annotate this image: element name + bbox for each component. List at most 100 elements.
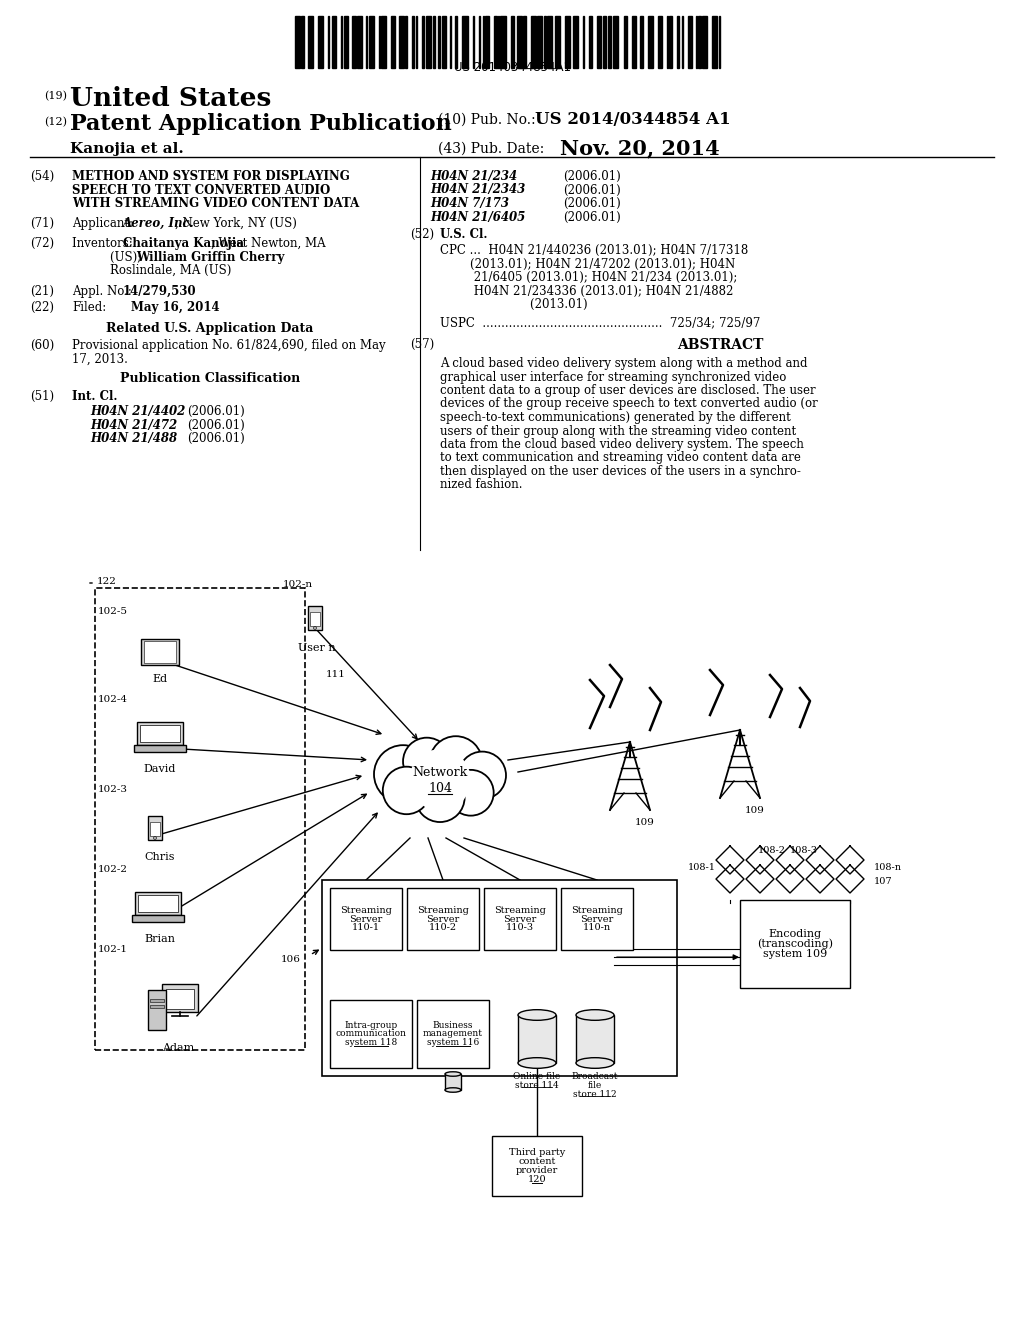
- Bar: [301, 16, 304, 69]
- Text: users of their group along with the streaming video content: users of their group along with the stre…: [440, 425, 796, 437]
- Text: Encoding: Encoding: [768, 929, 821, 940]
- Text: Filed:: Filed:: [72, 301, 106, 314]
- Bar: [133, 744, 186, 752]
- Text: US 2014/0344854 A1: US 2014/0344854 A1: [535, 111, 731, 128]
- Text: WITH STREAMING VIDEO CONTENT DATA: WITH STREAMING VIDEO CONTENT DATA: [72, 197, 359, 210]
- Text: Chaitanya Kanojia: Chaitanya Kanojia: [123, 238, 244, 249]
- Text: Brian: Brian: [144, 935, 175, 944]
- Bar: [613, 16, 618, 69]
- Bar: [702, 16, 708, 69]
- Bar: [144, 642, 176, 663]
- Bar: [148, 990, 166, 1030]
- Text: data from the cloud based video delivery system. The speech: data from the cloud based video delivery…: [440, 438, 804, 451]
- Text: H04N 21/4402: H04N 21/4402: [90, 405, 185, 418]
- Text: (2006.01): (2006.01): [187, 418, 245, 432]
- Bar: [344, 16, 348, 69]
- Bar: [517, 16, 522, 69]
- Text: H04N 21/6405: H04N 21/6405: [430, 210, 525, 223]
- Bar: [330, 888, 402, 950]
- Circle shape: [154, 837, 157, 840]
- Text: Int. Cl.: Int. Cl.: [72, 389, 118, 403]
- Text: Related U.S. Application Data: Related U.S. Application Data: [106, 322, 313, 335]
- Text: Applicant:: Applicant:: [72, 216, 137, 230]
- Bar: [640, 16, 642, 69]
- Bar: [485, 16, 489, 69]
- Bar: [492, 1137, 582, 1196]
- Text: Appl. No.:: Appl. No.:: [72, 285, 135, 298]
- Bar: [575, 1015, 614, 1063]
- Text: graphical user interface for streaming synchronized video: graphical user interface for streaming s…: [440, 371, 786, 384]
- Text: system 118: system 118: [345, 1038, 397, 1047]
- Bar: [322, 880, 677, 1076]
- Text: (transcoding): (transcoding): [757, 939, 833, 949]
- Bar: [135, 892, 181, 915]
- Text: Network: Network: [413, 766, 468, 779]
- Text: (19): (19): [44, 91, 67, 102]
- Bar: [479, 16, 480, 69]
- Text: Broadcast: Broadcast: [571, 1072, 618, 1081]
- Text: (21): (21): [30, 285, 54, 298]
- Text: 102-4: 102-4: [98, 696, 128, 704]
- Bar: [438, 16, 439, 69]
- Ellipse shape: [445, 1088, 461, 1092]
- Bar: [624, 16, 628, 69]
- Text: (71): (71): [30, 216, 54, 230]
- Bar: [682, 16, 683, 69]
- Bar: [307, 16, 312, 69]
- Text: 108-n: 108-n: [874, 863, 902, 873]
- Bar: [482, 16, 484, 69]
- Bar: [341, 16, 342, 69]
- Text: 109: 109: [635, 818, 655, 828]
- Text: 17, 2013.: 17, 2013.: [72, 352, 128, 366]
- Text: (2006.01): (2006.01): [187, 405, 245, 418]
- Bar: [445, 1074, 461, 1090]
- Bar: [150, 1005, 164, 1008]
- Text: 21/6405 (2013.01); H04N 21/234 (2013.01);: 21/6405 (2013.01); H04N 21/234 (2013.01)…: [440, 271, 737, 284]
- Bar: [310, 612, 319, 626]
- Text: Online file: Online file: [513, 1072, 560, 1081]
- Bar: [677, 16, 679, 69]
- Text: 109: 109: [745, 807, 765, 814]
- Text: (52): (52): [410, 228, 434, 242]
- Bar: [328, 16, 330, 69]
- Bar: [148, 816, 162, 840]
- Text: SPEECH TO TEXT CONVERTED AUDIO: SPEECH TO TEXT CONVERTED AUDIO: [72, 183, 331, 197]
- Bar: [484, 888, 556, 950]
- Text: METHOD AND SYSTEM FOR DISPLAYING: METHOD AND SYSTEM FOR DISPLAYING: [72, 170, 350, 183]
- Text: Streaming: Streaming: [340, 906, 392, 915]
- Text: United States: United States: [70, 86, 271, 111]
- Text: US 20140344854A1: US 20140344854A1: [454, 61, 570, 74]
- Text: Third party: Third party: [509, 1148, 565, 1158]
- Circle shape: [313, 627, 316, 630]
- Circle shape: [447, 770, 494, 816]
- Text: May 16, 2014: May 16, 2014: [102, 301, 219, 314]
- Text: 14/279,530: 14/279,530: [123, 285, 197, 298]
- Bar: [713, 16, 718, 69]
- Text: , West Newton, MA: , West Newton, MA: [211, 238, 326, 249]
- Bar: [399, 16, 404, 69]
- Text: speech-to-text communications) generated by the different: speech-to-text communications) generated…: [440, 411, 791, 424]
- Bar: [657, 16, 662, 69]
- Bar: [583, 16, 585, 69]
- Text: file: file: [588, 1081, 602, 1090]
- Ellipse shape: [445, 1072, 461, 1076]
- Bar: [523, 16, 526, 69]
- Bar: [538, 16, 543, 69]
- Text: H04N 21/2343: H04N 21/2343: [430, 183, 525, 197]
- Text: (72): (72): [30, 238, 54, 249]
- Text: Streaming: Streaming: [571, 906, 623, 915]
- Bar: [137, 722, 183, 744]
- Text: Aereo, Inc.: Aereo, Inc.: [123, 216, 195, 230]
- Text: David: David: [143, 764, 176, 774]
- Circle shape: [383, 767, 430, 814]
- Text: (US);: (US);: [110, 251, 145, 264]
- Text: H04N 21/488: H04N 21/488: [90, 432, 177, 445]
- Text: Streaming: Streaming: [417, 906, 469, 915]
- Text: content data to a group of user devices are disclosed. The user: content data to a group of user devices …: [440, 384, 816, 397]
- Text: Server: Server: [349, 915, 383, 924]
- Text: U.S. Cl.: U.S. Cl.: [440, 228, 487, 242]
- Text: 108-3: 108-3: [790, 846, 818, 855]
- Bar: [498, 16, 500, 69]
- Bar: [555, 16, 560, 69]
- Text: Provisional application No. 61/824,690, filed on May: Provisional application No. 61/824,690, …: [72, 339, 386, 352]
